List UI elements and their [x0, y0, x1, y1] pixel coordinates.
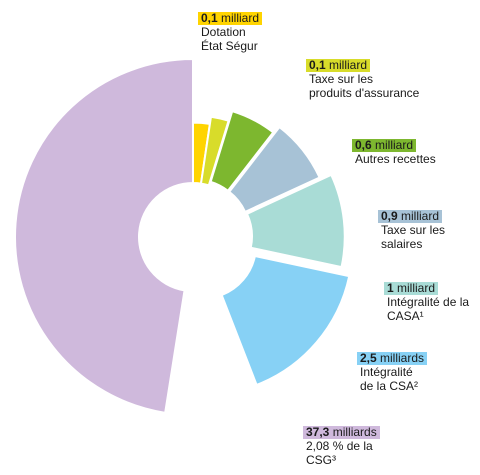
slice-description-line: État Ségur	[201, 39, 258, 53]
slice-value-badge: 1 milliard	[384, 281, 439, 295]
slice-value-badge: 0,1 milliard	[306, 58, 371, 72]
donut-slice	[227, 125, 321, 214]
slice-label: 1 milliard Intégralité de la CASA¹	[384, 281, 469, 323]
slice-amount: 0,1	[309, 58, 326, 72]
slice-unit: milliard	[397, 209, 440, 223]
slice-description: Taxe sur les salaires	[378, 223, 445, 251]
donut-hole	[139, 183, 247, 291]
slice-description: Taxe sur les produits d'assurance	[306, 72, 419, 100]
slice-label: 0,9 milliard Taxe sur les salaires	[378, 209, 445, 251]
slice-amount: 2,5	[360, 351, 377, 365]
slice-description: Intégralité de la CSA²	[357, 365, 427, 393]
slice-description: Intégralité de la CASA¹	[384, 295, 469, 323]
slice-value-badge: 0,9 milliard	[378, 209, 443, 223]
slice-description-line: Intégralité de la	[387, 295, 470, 309]
slice-label: 0,6 milliard Autres recettes	[352, 138, 436, 166]
slice-description-line: salaires	[381, 237, 423, 251]
slice-amount: 37,3	[306, 425, 330, 439]
slice-amount: 0,9	[381, 209, 398, 223]
slice-value-badge: 0,6 milliard	[352, 138, 417, 152]
donut-slice	[220, 254, 351, 387]
slice-description: 2,08 % de la CSG³	[303, 439, 380, 467]
slice-description-line: produits d'assurance	[309, 86, 420, 100]
slice-description: Autres recettes	[352, 152, 436, 166]
slice-description-line: de la CSA²	[360, 379, 419, 393]
slice-unit: milliards	[329, 425, 377, 439]
slice-description-line: CSG³	[306, 453, 336, 467]
slice-unit: milliard	[393, 281, 436, 295]
slice-unit: milliard	[217, 11, 260, 25]
slice-unit: milliard	[371, 138, 414, 152]
slice-label: 2,5 milliards Intégralité de la CSA²	[357, 351, 428, 393]
donut-slice	[245, 173, 346, 269]
slice-description-line: 2,08 % de la	[306, 439, 373, 453]
slice-unit: milliard	[325, 58, 368, 72]
slice-description-line: Dotation	[201, 25, 246, 39]
slice-description-line: CASA¹	[387, 309, 424, 323]
slice-amount: 0,6	[355, 138, 372, 152]
slice-description-line: Taxe sur les	[309, 72, 374, 86]
slice-amount: 0,1	[201, 11, 218, 25]
slice-amount: 1	[387, 281, 394, 295]
slice-label: 37,3 milliards 2,08 % de la CSG³	[303, 425, 380, 467]
slice-label: 0,1 milliard Dotation État Ségur	[198, 11, 263, 53]
slice-description-line: Taxe sur les	[381, 223, 446, 237]
slice-description-line: Intégralité	[360, 365, 413, 379]
slice-unit: milliards	[376, 351, 425, 365]
slice-description-line: Autres recettes	[355, 152, 436, 166]
slice-label: 0,1 milliard Taxe sur les produits d'ass…	[306, 58, 419, 100]
slice-description: Dotation État Ségur	[198, 25, 262, 53]
slice-value-badge: 2,5 milliards	[357, 351, 428, 365]
donut-slice	[209, 109, 275, 193]
slice-value-badge: 0,1 milliard	[198, 11, 263, 25]
slice-value-badge: 37,3 milliards	[303, 426, 380, 439]
